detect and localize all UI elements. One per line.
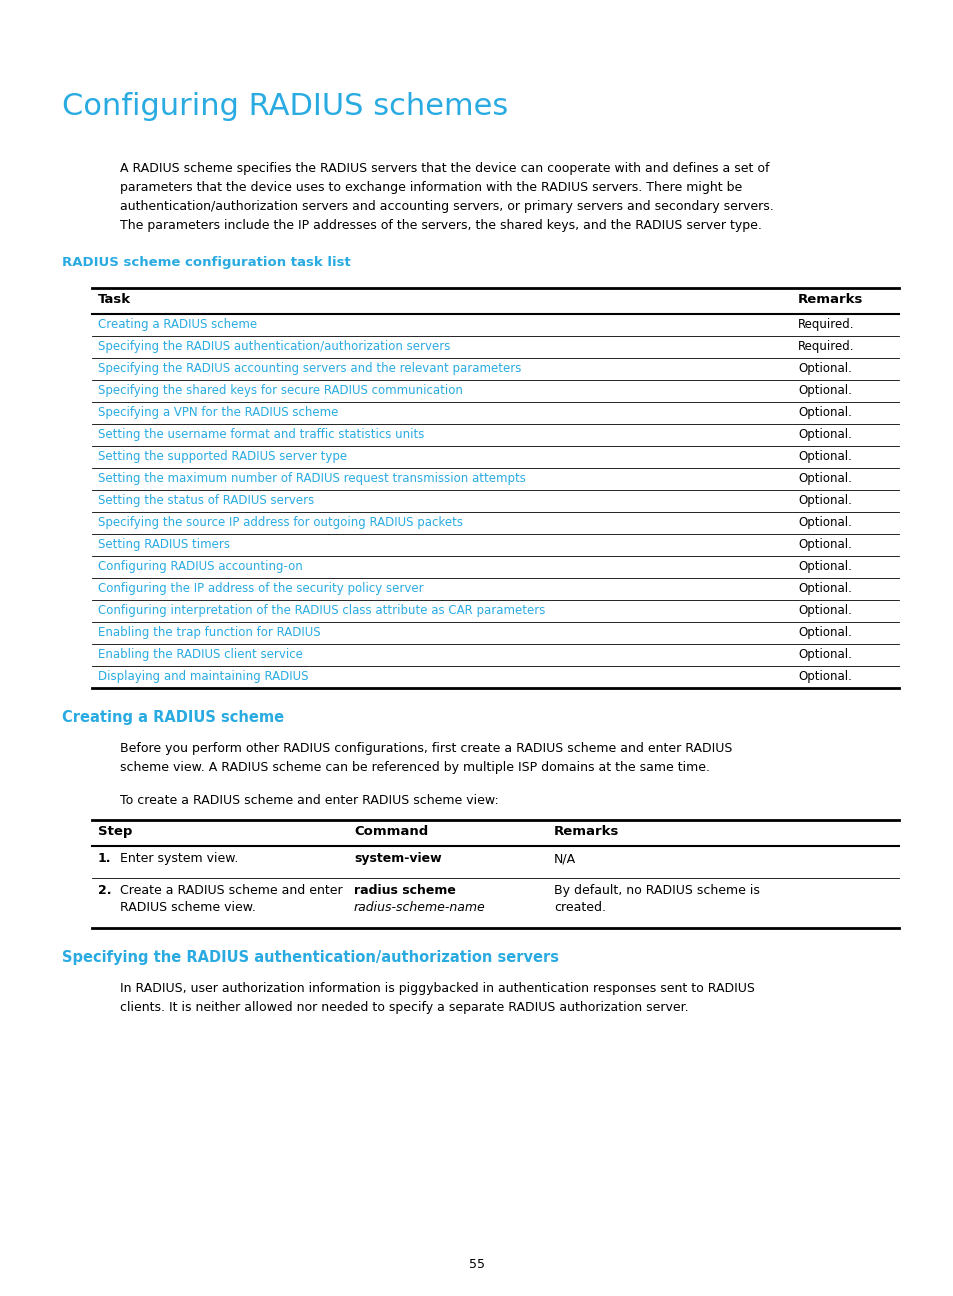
- Text: Task: Task: [98, 293, 131, 306]
- Text: Setting the maximum number of RADIUS request transmission attempts: Setting the maximum number of RADIUS req…: [98, 472, 525, 485]
- Text: Before you perform other RADIUS configurations, first create a RADIUS scheme and: Before you perform other RADIUS configur…: [120, 743, 732, 756]
- Text: Specifying the RADIUS authentication/authorization servers: Specifying the RADIUS authentication/aut…: [98, 340, 450, 353]
- Text: Setting the username format and traffic statistics units: Setting the username format and traffic …: [98, 428, 424, 441]
- Text: N/A: N/A: [554, 851, 576, 864]
- Text: To create a RADIUS scheme and enter RADIUS scheme view:: To create a RADIUS scheme and enter RADI…: [120, 794, 498, 807]
- Text: Configuring interpretation of the RADIUS class attribute as CAR parameters: Configuring interpretation of the RADIUS…: [98, 604, 545, 617]
- Text: parameters that the device uses to exchange information with the RADIUS servers.: parameters that the device uses to excha…: [120, 181, 741, 194]
- Text: Creating a RADIUS scheme: Creating a RADIUS scheme: [98, 318, 257, 330]
- Text: 2.: 2.: [98, 884, 112, 897]
- Text: Setting the status of RADIUS servers: Setting the status of RADIUS servers: [98, 494, 314, 507]
- Text: Optional.: Optional.: [797, 428, 851, 441]
- Text: 55: 55: [469, 1258, 484, 1271]
- Text: A RADIUS scheme specifies the RADIUS servers that the device can cooperate with : A RADIUS scheme specifies the RADIUS ser…: [120, 162, 769, 175]
- Text: RADIUS scheme configuration task list: RADIUS scheme configuration task list: [62, 257, 351, 270]
- Text: Optional.: Optional.: [797, 582, 851, 595]
- Text: Optional.: Optional.: [797, 604, 851, 617]
- Text: Optional.: Optional.: [797, 494, 851, 507]
- Text: Creating a RADIUS scheme: Creating a RADIUS scheme: [62, 710, 284, 724]
- Text: Configuring RADIUS accounting-on: Configuring RADIUS accounting-on: [98, 560, 302, 573]
- Text: radius-scheme-name: radius-scheme-name: [354, 901, 485, 914]
- Text: Optional.: Optional.: [797, 626, 851, 639]
- Text: Specifying the RADIUS accounting servers and the relevant parameters: Specifying the RADIUS accounting servers…: [98, 362, 521, 375]
- Text: Optional.: Optional.: [797, 560, 851, 573]
- Text: Enter system view.: Enter system view.: [120, 851, 238, 864]
- Text: Optional.: Optional.: [797, 538, 851, 551]
- Text: Remarks: Remarks: [554, 826, 618, 839]
- Text: Optional.: Optional.: [797, 406, 851, 419]
- Text: Remarks: Remarks: [797, 293, 862, 306]
- Text: Specifying the shared keys for secure RADIUS communication: Specifying the shared keys for secure RA…: [98, 384, 462, 397]
- Text: Command: Command: [354, 826, 428, 839]
- Text: Enabling the trap function for RADIUS: Enabling the trap function for RADIUS: [98, 626, 320, 639]
- Text: Optional.: Optional.: [797, 648, 851, 661]
- Text: radius scheme: radius scheme: [354, 884, 456, 897]
- Text: 1.: 1.: [98, 851, 112, 864]
- Text: Specifying the source IP address for outgoing RADIUS packets: Specifying the source IP address for out…: [98, 516, 462, 529]
- Text: Displaying and maintaining RADIUS: Displaying and maintaining RADIUS: [98, 670, 308, 683]
- Text: created.: created.: [554, 901, 605, 914]
- Text: Optional.: Optional.: [797, 516, 851, 529]
- Text: system-view: system-view: [354, 851, 441, 864]
- Text: Setting RADIUS timers: Setting RADIUS timers: [98, 538, 230, 551]
- Text: Setting the supported RADIUS server type: Setting the supported RADIUS server type: [98, 450, 347, 463]
- Text: clients. It is neither allowed nor needed to specify a separate RADIUS authoriza: clients. It is neither allowed nor neede…: [120, 1001, 688, 1013]
- Text: Specifying the RADIUS authentication/authorization servers: Specifying the RADIUS authentication/aut…: [62, 950, 558, 966]
- Text: Required.: Required.: [797, 340, 854, 353]
- Text: Required.: Required.: [797, 318, 854, 330]
- Text: Specifying a VPN for the RADIUS scheme: Specifying a VPN for the RADIUS scheme: [98, 406, 338, 419]
- Text: Step: Step: [98, 826, 132, 839]
- Text: Optional.: Optional.: [797, 670, 851, 683]
- Text: Optional.: Optional.: [797, 472, 851, 485]
- Text: Create a RADIUS scheme and enter: Create a RADIUS scheme and enter: [120, 884, 342, 897]
- Text: Optional.: Optional.: [797, 384, 851, 397]
- Text: Configuring the IP address of the security policy server: Configuring the IP address of the securi…: [98, 582, 423, 595]
- Text: scheme view. A RADIUS scheme can be referenced by multiple ISP domains at the sa: scheme view. A RADIUS scheme can be refe…: [120, 761, 709, 774]
- Text: Optional.: Optional.: [797, 450, 851, 463]
- Text: Configuring RADIUS schemes: Configuring RADIUS schemes: [62, 92, 508, 121]
- Text: RADIUS scheme view.: RADIUS scheme view.: [120, 901, 255, 914]
- Text: The parameters include the IP addresses of the servers, the shared keys, and the: The parameters include the IP addresses …: [120, 219, 761, 232]
- Text: Optional.: Optional.: [797, 362, 851, 375]
- Text: By default, no RADIUS scheme is: By default, no RADIUS scheme is: [554, 884, 760, 897]
- Text: In RADIUS, user authorization information is piggybacked in authentication respo: In RADIUS, user authorization informatio…: [120, 982, 754, 995]
- Text: authentication/authorization servers and accounting servers, or primary servers : authentication/authorization servers and…: [120, 200, 773, 213]
- Text: Enabling the RADIUS client service: Enabling the RADIUS client service: [98, 648, 302, 661]
